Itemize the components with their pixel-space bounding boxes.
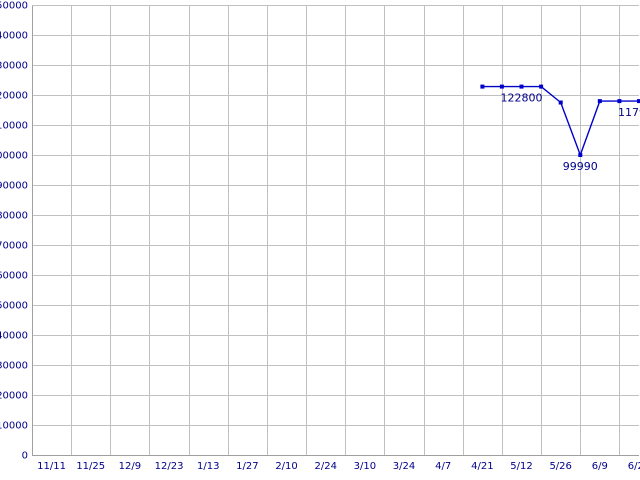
y-axis-tick-label: 30000 bbox=[0, 361, 28, 372]
data-value-annotations: 122800 99990 117980 bbox=[501, 92, 640, 173]
y-axis-tick-label: 140000 bbox=[0, 31, 28, 42]
x-axis-tick-label: 6/23 bbox=[628, 461, 640, 472]
data-value-label: 117980 bbox=[618, 106, 640, 119]
x-axis-tick-label: 2/24 bbox=[314, 461, 336, 472]
data-point-marker bbox=[539, 84, 544, 89]
x-axis-tick-label: 1/13 bbox=[197, 461, 219, 472]
x-axis-tick-label: 3/10 bbox=[354, 461, 376, 472]
x-axis-tick-label: 11/25 bbox=[76, 461, 105, 472]
data-point-marker bbox=[578, 153, 583, 157]
x-axis-tick-label: 2/10 bbox=[275, 461, 297, 472]
data-point-markers bbox=[480, 84, 640, 157]
y-axis-tick-label: 130000 bbox=[0, 61, 28, 72]
x-axis-tick-label: 12/9 bbox=[119, 461, 141, 472]
x-axis-tick-label: 5/26 bbox=[549, 461, 571, 472]
y-axis-tick-label: 10000 bbox=[0, 421, 28, 432]
grid-layer bbox=[32, 5, 639, 456]
y-axis-tick-label: 90000 bbox=[0, 181, 28, 192]
data-point-marker bbox=[480, 84, 485, 89]
x-axis-tick-label: 5/12 bbox=[510, 461, 532, 472]
x-axis-tick-label: 4/7 bbox=[435, 461, 451, 472]
data-value-label: 99990 bbox=[563, 160, 598, 173]
y-axis-tick-label: 40000 bbox=[0, 331, 28, 342]
data-point-marker bbox=[558, 100, 563, 105]
y-axis-tick-labels: 0 10000 20000 30000 40000 50000 60000 70000 8000… bbox=[0, 1, 28, 462]
y-axis-tick-label: 80000 bbox=[0, 211, 28, 222]
y-axis-tick-label: 0 bbox=[22, 451, 28, 462]
x-axis-tick-label: 11/11 bbox=[37, 461, 66, 472]
data-value-label: 122800 bbox=[501, 92, 543, 105]
data-point-marker bbox=[499, 84, 504, 89]
x-axis-tick-label: 3/24 bbox=[393, 461, 415, 472]
x-axis-tick-label: 12/23 bbox=[155, 461, 184, 472]
y-axis-tick-label: 60000 bbox=[0, 271, 28, 282]
y-axis-tick-label: 20000 bbox=[0, 391, 28, 402]
x-axis-tick-label: 6/9 bbox=[592, 461, 608, 472]
x-axis-tick-label: 1/27 bbox=[236, 461, 258, 472]
data-point-marker bbox=[637, 99, 640, 104]
y-axis-tick-label: 100000 bbox=[0, 151, 28, 162]
y-axis-tick-label: 120000 bbox=[0, 91, 28, 102]
data-point-marker bbox=[597, 99, 602, 104]
x-axis-tick-labels: 11/11 11/25 12/9 12/23 1/13 1/27 2/10 2/24 3/10 3… bbox=[37, 461, 640, 472]
y-axis-tick-label: 70000 bbox=[0, 241, 28, 252]
data-point-marker bbox=[617, 99, 622, 104]
data-point-marker bbox=[519, 84, 524, 89]
y-axis-tick-label: 110000 bbox=[0, 121, 28, 132]
y-axis-tick-label: 150000 bbox=[0, 1, 28, 12]
x-axis-tick-label: 4/21 bbox=[471, 461, 493, 472]
y-axis-tick-label: 50000 bbox=[0, 301, 28, 312]
